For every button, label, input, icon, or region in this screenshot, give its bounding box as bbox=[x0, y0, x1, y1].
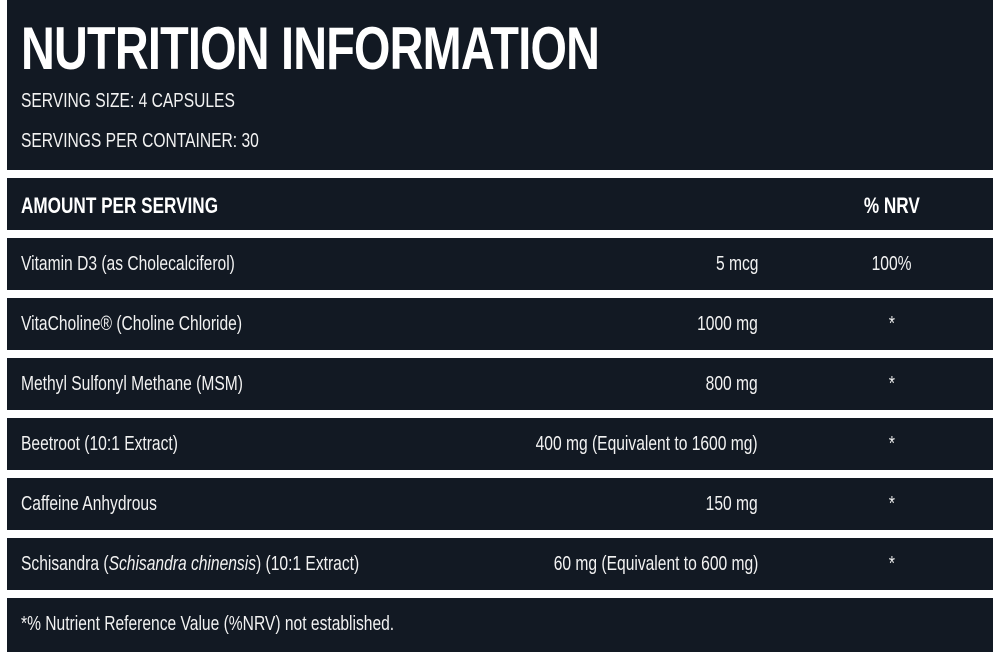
servings-per-container: SERVINGS PER CONTAINER: 30 bbox=[21, 130, 259, 152]
nutrient-amount: 150 mg bbox=[705, 493, 758, 515]
amount-per-serving-header: AMOUNT PER SERVING bbox=[21, 193, 219, 218]
table-row: Methyl Sulfonyl Methane (MSM) 800 mg * bbox=[7, 358, 993, 410]
page-title: NUTRITION INFORMATION bbox=[21, 15, 600, 82]
nutrient-nrv: * bbox=[837, 433, 947, 456]
nrv-value: * bbox=[888, 553, 896, 575]
nutrient-name: Beetroot (10:1 Extract) bbox=[21, 433, 178, 455]
nrv-value: * bbox=[888, 493, 896, 515]
table-row: VitaCholine® (Choline Chloride) 1000 mg … bbox=[7, 298, 993, 350]
table-row: Caffeine Anhydrous 150 mg * bbox=[7, 478, 993, 530]
nutrient-nrv: * bbox=[837, 493, 947, 516]
nrv-value: * bbox=[888, 313, 896, 335]
name-part: Schisandra ( bbox=[21, 553, 109, 575]
nutrient-name: Caffeine Anhydrous bbox=[21, 493, 157, 515]
nutrient-amount: 400 mg (Equivalent to 1600 mg) bbox=[536, 433, 758, 455]
footnote-panel: *% Nutrient Reference Value (%NRV) not e… bbox=[7, 598, 993, 652]
serving-size: SERVING SIZE: 4 CAPSULES bbox=[21, 90, 235, 112]
nutrient-nrv: * bbox=[837, 553, 947, 576]
header-panel: NUTRITION INFORMATION SERVING SIZE: 4 CA… bbox=[7, 0, 993, 170]
nutrient-nrv: 100% bbox=[837, 253, 947, 276]
nutrient-name: Schisandra (Schisandra chinensis) (10:1 … bbox=[21, 553, 359, 576]
latin-name: Schisandra chinensis bbox=[108, 553, 256, 575]
nrv-value: * bbox=[888, 433, 896, 455]
table-row: Schisandra (Schisandra chinensis) (10:1 … bbox=[7, 538, 993, 590]
nutrient-amount: 60 mg (Equivalent to 600 mg) bbox=[553, 553, 758, 575]
nutrient-amount: 1000 mg bbox=[697, 313, 758, 335]
nrv-value: * bbox=[888, 373, 896, 395]
nutrient-name: Vitamin D3 (as Cholecalciferol) bbox=[21, 253, 235, 275]
table-row: Beetroot (10:1 Extract) 400 mg (Equivale… bbox=[7, 418, 993, 470]
nutrient-amount: 5 mcg bbox=[715, 253, 758, 275]
nutrient-amount: 800 mg bbox=[705, 373, 758, 395]
nrv-header: % NRV bbox=[837, 193, 947, 219]
nutrient-nrv: * bbox=[837, 313, 947, 336]
nrv-value: 100% bbox=[872, 253, 912, 275]
nutrient-nrv: * bbox=[837, 373, 947, 396]
name-part: ) (10:1 Extract) bbox=[255, 553, 360, 575]
footnote: *% Nutrient Reference Value (%NRV) not e… bbox=[21, 613, 395, 635]
nrv-header-text: % NRV bbox=[864, 193, 920, 218]
table-header: AMOUNT PER SERVING % NRV bbox=[7, 178, 993, 230]
nutrient-name: VitaCholine® (Choline Chloride) bbox=[21, 313, 243, 335]
nutrient-name: Methyl Sulfonyl Methane (MSM) bbox=[21, 373, 243, 395]
table-row: Vitamin D3 (as Cholecalciferol) 5 mcg 10… bbox=[7, 238, 993, 290]
